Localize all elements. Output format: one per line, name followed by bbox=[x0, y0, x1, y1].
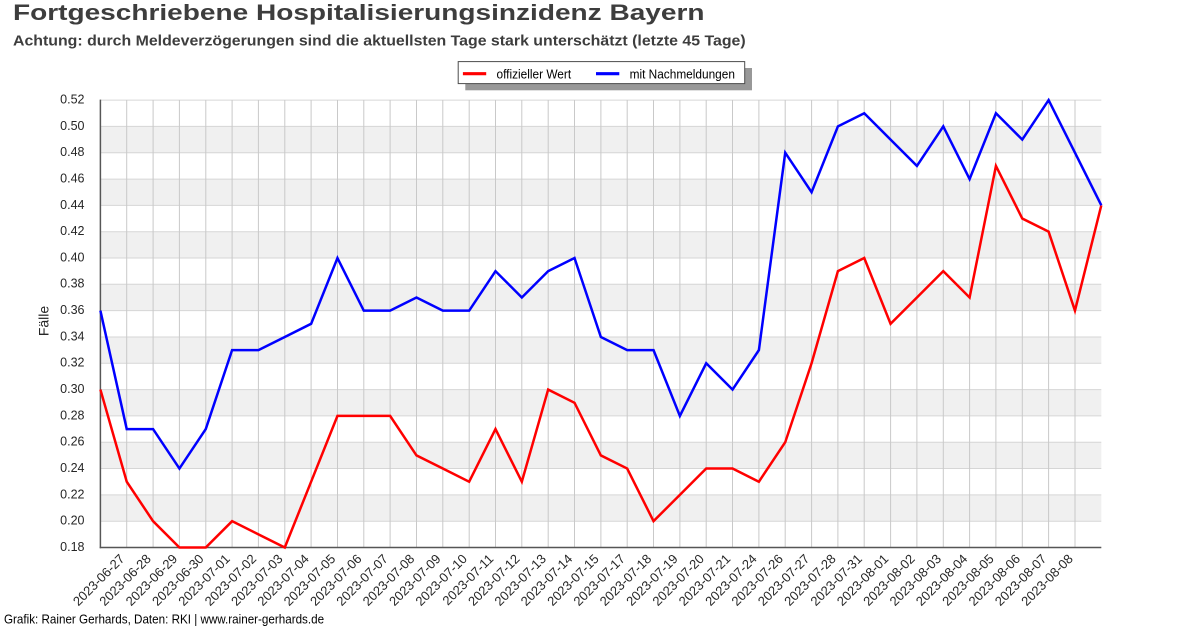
svg-text:0.22: 0.22 bbox=[60, 487, 84, 501]
svg-text:0.24: 0.24 bbox=[60, 461, 84, 475]
svg-text:0.48: 0.48 bbox=[60, 145, 84, 159]
svg-text:0.40: 0.40 bbox=[60, 250, 84, 264]
svg-text:Fortgeschriebene Hospitalisier: Fortgeschriebene Hospitalisierungsinzide… bbox=[13, 1, 705, 25]
svg-text:Fälle: Fälle bbox=[36, 306, 52, 337]
svg-text:0.34: 0.34 bbox=[60, 329, 84, 343]
svg-text:0.18: 0.18 bbox=[60, 540, 84, 554]
svg-text:0.28: 0.28 bbox=[60, 408, 84, 422]
svg-text:mit Nachmeldungen: mit Nachmeldungen bbox=[630, 67, 735, 82]
svg-text:offizieller Wert: offizieller Wert bbox=[497, 67, 572, 82]
svg-text:0.32: 0.32 bbox=[60, 356, 84, 370]
svg-text:0.50: 0.50 bbox=[60, 119, 84, 133]
svg-text:0.44: 0.44 bbox=[60, 198, 84, 212]
svg-text:Grafik: Rainer Gerhards, Daten: Grafik: Rainer Gerhards, Daten: RKI | ww… bbox=[4, 612, 324, 627]
svg-text:Achtung: durch Meldeverzögerun: Achtung: durch Meldeverzögerungen sind d… bbox=[13, 33, 746, 49]
svg-text:0.36: 0.36 bbox=[60, 303, 84, 317]
svg-text:0.38: 0.38 bbox=[60, 277, 84, 291]
svg-text:0.20: 0.20 bbox=[60, 514, 84, 528]
svg-text:0.26: 0.26 bbox=[60, 435, 84, 449]
svg-text:0.52: 0.52 bbox=[60, 93, 84, 107]
svg-text:0.30: 0.30 bbox=[60, 382, 84, 396]
svg-text:0.46: 0.46 bbox=[60, 172, 84, 186]
svg-text:0.42: 0.42 bbox=[60, 224, 84, 238]
